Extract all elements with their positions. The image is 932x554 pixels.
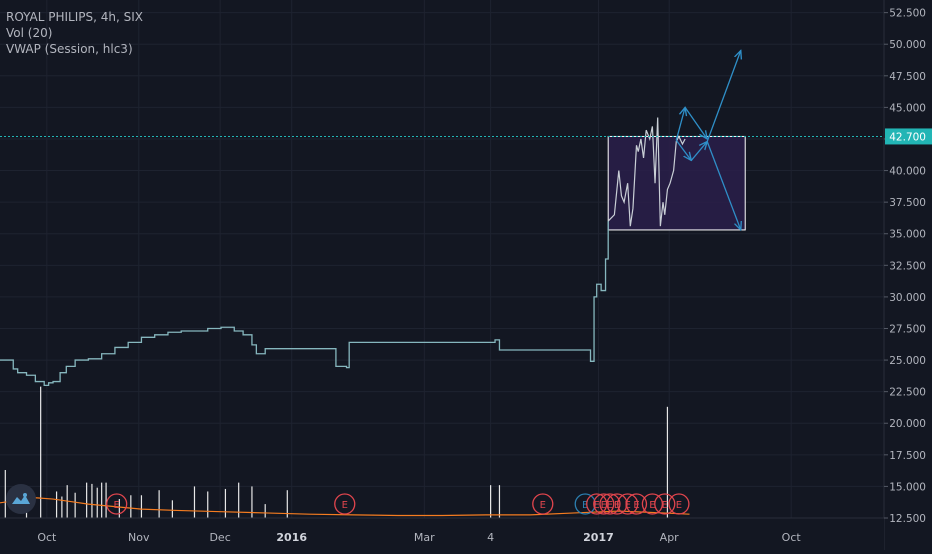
time-tick-label: Mar	[414, 531, 435, 544]
price-tick-label: 20.000	[889, 418, 926, 430]
logo-mark-icon	[12, 493, 30, 504]
earnings-marker-blue[interactable]	[574, 493, 596, 515]
vwap-line	[0, 497, 690, 517]
earnings-marker-label: E	[342, 500, 348, 511]
earnings-marker-label: E	[649, 500, 655, 511]
earnings-marker-label: E	[614, 500, 620, 511]
price-tick-label: 37.500	[889, 197, 926, 209]
time-axis[interactable]	[0, 518, 884, 550]
time-tick-label: Oct	[37, 531, 57, 544]
arrow-drawing[interactable]	[690, 142, 707, 161]
earnings-marker[interactable]	[616, 493, 639, 515]
arrow-drawing[interactable]	[706, 51, 741, 142]
earnings-marker[interactable]	[625, 493, 648, 515]
chart-legend: ROYAL PHILIPS, 4h, SIX Vol (20) VWAP (Se…	[6, 9, 143, 57]
rectangle-drawing[interactable]	[607, 135, 746, 231]
earnings-marker[interactable]	[334, 493, 356, 515]
earnings-marker[interactable]	[599, 493, 621, 515]
price-tick-label: 35.000	[889, 229, 926, 241]
tradingview-logo-icon[interactable]	[6, 484, 36, 514]
price-tick-label: 47.500	[889, 71, 926, 83]
price-tick-label: 12.500	[889, 513, 926, 525]
time-tick-label: 2017	[583, 531, 614, 544]
price-tick-label: 15.000	[889, 481, 926, 493]
earnings-marker-label: E	[594, 500, 600, 511]
earnings-marker[interactable]	[593, 493, 615, 515]
price-tick-label: 30.000	[889, 292, 926, 304]
arrow-drawing[interactable]	[675, 139, 691, 160]
earnings-marker-label: E	[633, 500, 639, 511]
earnings-marker-label: E	[676, 500, 682, 511]
price-tick-label: 25.000	[889, 355, 926, 367]
price-line	[0, 221, 609, 386]
price-line-2017	[607, 117, 686, 227]
time-tick-label: 2016	[276, 531, 307, 544]
earnings-marker-label: E	[662, 500, 668, 511]
price-tick-label: 17.500	[889, 450, 926, 462]
earnings-marker[interactable]	[668, 493, 690, 515]
earnings-marker[interactable]	[106, 493, 128, 515]
earnings-marker[interactable]	[654, 493, 676, 515]
time-tick-label: Nov	[128, 531, 150, 544]
symbol-title[interactable]: ROYAL PHILIPS, 4h, SIX	[6, 10, 143, 24]
earnings-marker-label: E	[607, 500, 613, 511]
earnings-marker-label: E	[601, 500, 607, 511]
earnings-marker-label: E	[624, 500, 630, 511]
time-tick-label: Oct	[782, 531, 802, 544]
earnings-marker[interactable]	[532, 493, 554, 515]
price-tick-label: 45.000	[889, 102, 926, 114]
arrow-drawing[interactable]	[706, 141, 741, 230]
arrow-drawing[interactable]	[684, 107, 707, 139]
price-tick-label: 22.500	[889, 387, 926, 399]
earnings-marker-blue-label: E	[582, 500, 588, 511]
price-tick-label: 50.000	[889, 39, 926, 51]
price-tick-label: 32.500	[889, 260, 926, 272]
earnings-marker[interactable]	[641, 493, 664, 515]
time-tick-label: 4	[487, 531, 494, 544]
price-tick-label: 40.000	[889, 166, 926, 178]
time-tick-label: Apr	[660, 531, 680, 544]
earnings-marker-label: E	[114, 500, 120, 511]
current-price-badge	[885, 128, 932, 145]
arrow-drawing[interactable]	[675, 107, 685, 141]
volume-indicator-label[interactable]: Vol (20)	[6, 26, 53, 40]
time-tick-label: Dec	[209, 531, 230, 544]
price-tick-label: 52.500	[889, 8, 926, 20]
price-axis[interactable]	[884, 0, 932, 550]
price-tick-label: 27.500	[889, 323, 926, 335]
current-price-label: 42.700	[889, 131, 926, 143]
earnings-marker-label: E	[540, 500, 546, 511]
vwap-indicator-label[interactable]: VWAP (Session, hlc3)	[6, 42, 133, 56]
